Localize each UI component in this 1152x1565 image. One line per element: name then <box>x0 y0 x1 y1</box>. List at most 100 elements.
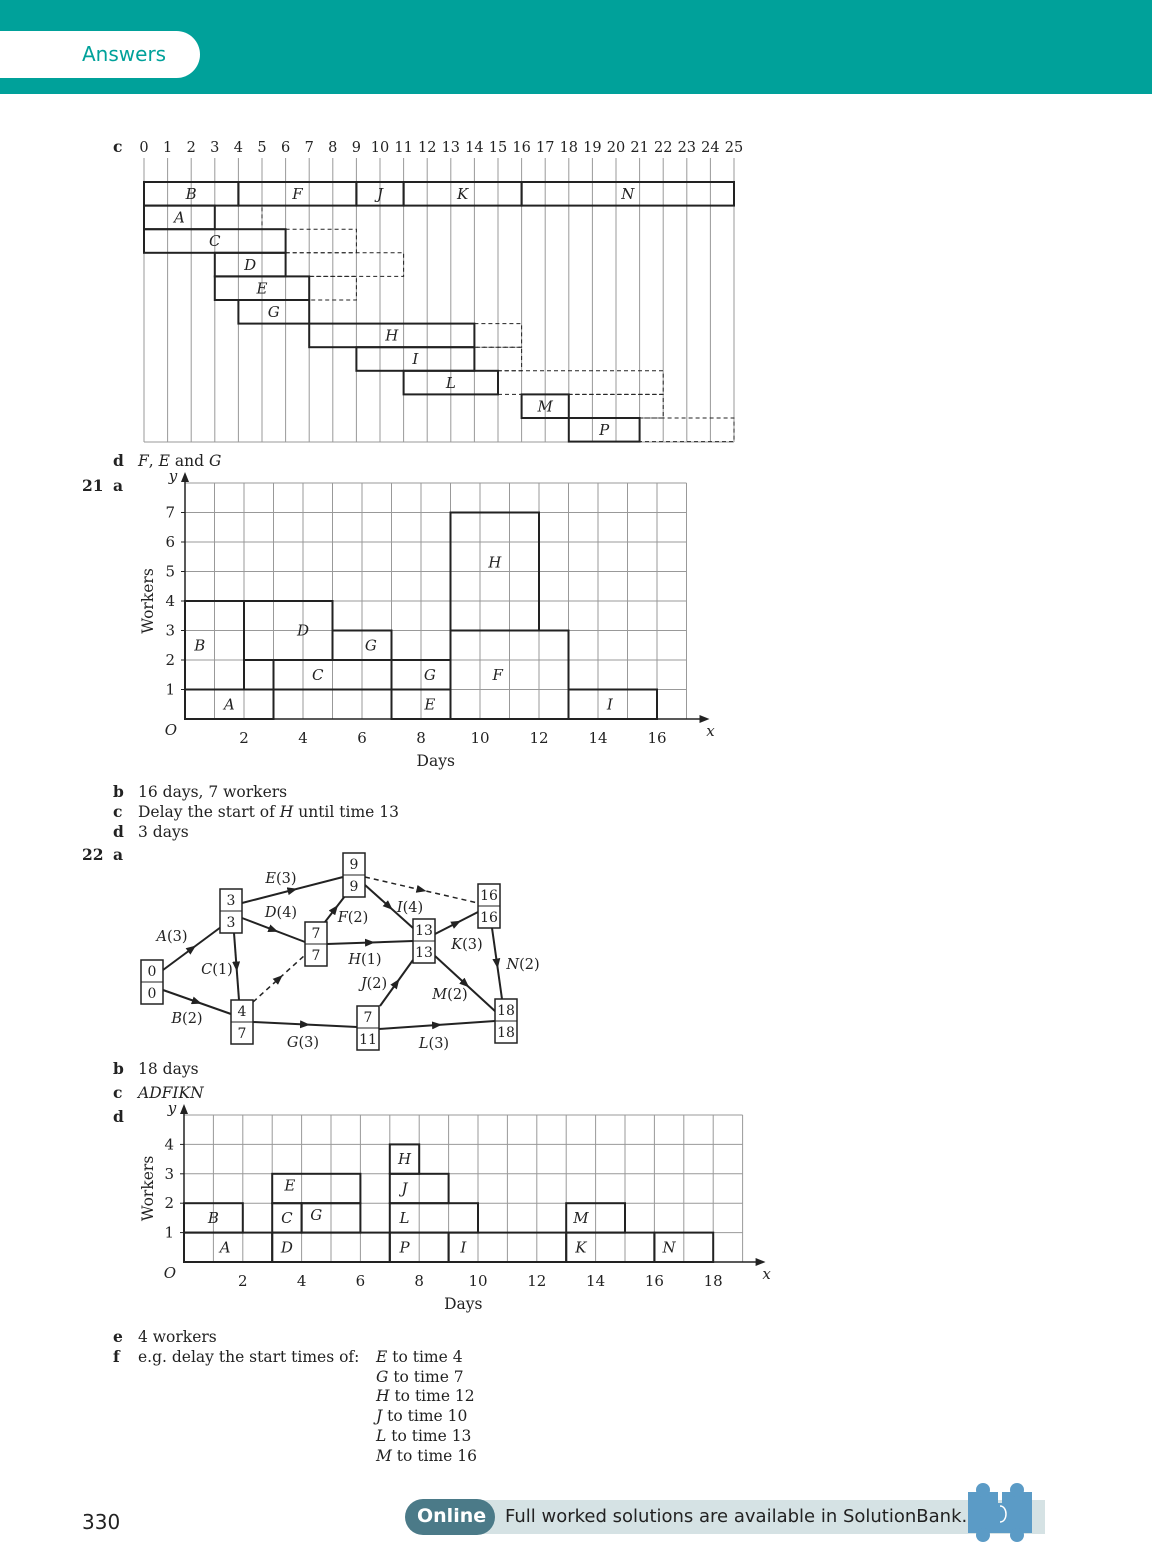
y-tick-label: 1 <box>164 1224 174 1242</box>
q22-c-label: c <box>113 1083 123 1102</box>
block-label: B <box>193 636 205 654</box>
x-axis-letter: x <box>762 1265 771 1283</box>
resource-block <box>565 1202 627 1234</box>
gantt-tick-label: 4 <box>234 140 243 156</box>
early-time: 7 <box>312 926 321 942</box>
resource-block <box>271 1172 362 1205</box>
activity-label: G(3) <box>287 1035 319 1051</box>
gantt-tick-label: 2 <box>187 140 196 156</box>
block-label: H <box>487 554 502 572</box>
block-label: B <box>207 1209 219 1227</box>
late-time: 7 <box>312 948 321 964</box>
x-tick-label: 14 <box>588 729 607 747</box>
gantt-label-i: I <box>411 350 419 368</box>
activity-label: N(2) <box>505 957 539 973</box>
gantt-tick-label: 3 <box>210 140 219 156</box>
early-time: 9 <box>350 857 359 873</box>
gantt-label-n: N <box>620 185 635 203</box>
early-time: 4 <box>238 1004 247 1020</box>
gantt-tick-label: 21 <box>630 140 648 156</box>
gantt-label-k: K <box>456 185 469 203</box>
event-node: 33 <box>219 888 243 934</box>
resource-block <box>388 1143 421 1175</box>
y-tick-label: 2 <box>165 651 175 669</box>
gantt-tick-label: 17 <box>536 140 554 156</box>
y-tick-label: 5 <box>165 563 175 581</box>
early-time: 3 <box>227 893 236 909</box>
gantt-label-d: D <box>243 256 256 274</box>
late-time: 9 <box>350 879 359 895</box>
gantt-label-h: H <box>384 327 399 345</box>
x-tick-label: 18 <box>704 1272 723 1290</box>
gantt-bar-g <box>237 299 311 325</box>
q22-d-label: d <box>113 1107 124 1126</box>
y-tick-label: 3 <box>165 622 175 640</box>
q21-b-text: 16 days, 7 workers <box>138 783 288 801</box>
gantt-tick-label: 14 <box>465 140 483 156</box>
q22-b-label: b <box>113 1059 124 1078</box>
block-label: H <box>397 1150 412 1168</box>
event-node: 00 <box>140 959 164 1005</box>
block-label: J <box>398 1180 408 1198</box>
q21-c-text: Delay the start of H until time 13 <box>138 803 399 821</box>
activity-label: I(4) <box>396 900 423 916</box>
activity-label: A(3) <box>154 929 187 945</box>
x-tick-label: 8 <box>416 729 426 747</box>
early-time: 18 <box>497 1003 515 1019</box>
gantt-bar-n <box>520 181 735 207</box>
gantt-label-g: G <box>268 303 280 321</box>
y-tick-label: 7 <box>165 504 175 522</box>
gantt-tick-label: 15 <box>489 140 507 156</box>
block-label: N <box>662 1238 677 1256</box>
dummy-activity <box>252 954 306 1003</box>
gantt-float-d <box>285 252 405 277</box>
activity-label: E(3) <box>264 871 296 887</box>
late-time: 0 <box>148 986 157 1002</box>
x-tick-label: 4 <box>298 729 308 747</box>
y-tick-label: 3 <box>164 1165 174 1183</box>
q21-d-text: 3 days <box>138 823 189 841</box>
q21-number: 21 <box>82 476 104 495</box>
f-list-item: M to time 16 <box>376 1446 477 1465</box>
q21-c-label: c <box>113 802 123 821</box>
gantt-label-m: M <box>537 397 554 415</box>
activity-label: K(3) <box>450 937 482 953</box>
y-tick-label: 4 <box>165 592 175 610</box>
gantt-tick-label: 23 <box>678 140 696 156</box>
network-labels: A(3) B(2) C(1) D(4) E(3) F(2) G(3) H(1) I(4) J(2)… <box>154 871 539 1052</box>
gantt-label-j: J <box>374 185 384 203</box>
online-label: Online <box>417 1505 487 1527</box>
f-list-item: E to time 4 <box>376 1348 463 1366</box>
late-time: 3 <box>227 915 236 931</box>
q20-d-g: G <box>208 452 222 470</box>
y-axis-title: Workers <box>139 568 157 634</box>
y-tick-label: 6 <box>165 533 175 551</box>
block-label: F <box>491 666 503 684</box>
late-time: 7 <box>238 1026 247 1042</box>
early-time: 7 <box>364 1010 373 1026</box>
q22-e-label: e <box>113 1327 123 1346</box>
activity-label: L(3) <box>418 1036 449 1052</box>
early-time: 16 <box>480 888 498 904</box>
f-list-item: L to time 13 <box>376 1426 472 1445</box>
gantt-tick-label: 11 <box>394 140 412 156</box>
gantt-label-e: E <box>256 279 268 297</box>
resource-block <box>331 629 393 661</box>
event-node: 47 <box>230 999 254 1045</box>
x-axis-letter: x <box>706 722 715 740</box>
y-tick-label: 4 <box>164 1135 174 1153</box>
q22-f-text: e.g. delay the start times of: <box>138 1348 360 1366</box>
early-time: 0 <box>148 964 157 980</box>
early-time: 13 <box>415 923 433 939</box>
activity-label: F(2) <box>337 910 369 926</box>
block-label: E <box>283 1177 295 1195</box>
x-axis-title: Days <box>417 752 455 770</box>
x-tick-label: 4 <box>297 1272 307 1290</box>
x-tick-label: 8 <box>414 1272 424 1290</box>
